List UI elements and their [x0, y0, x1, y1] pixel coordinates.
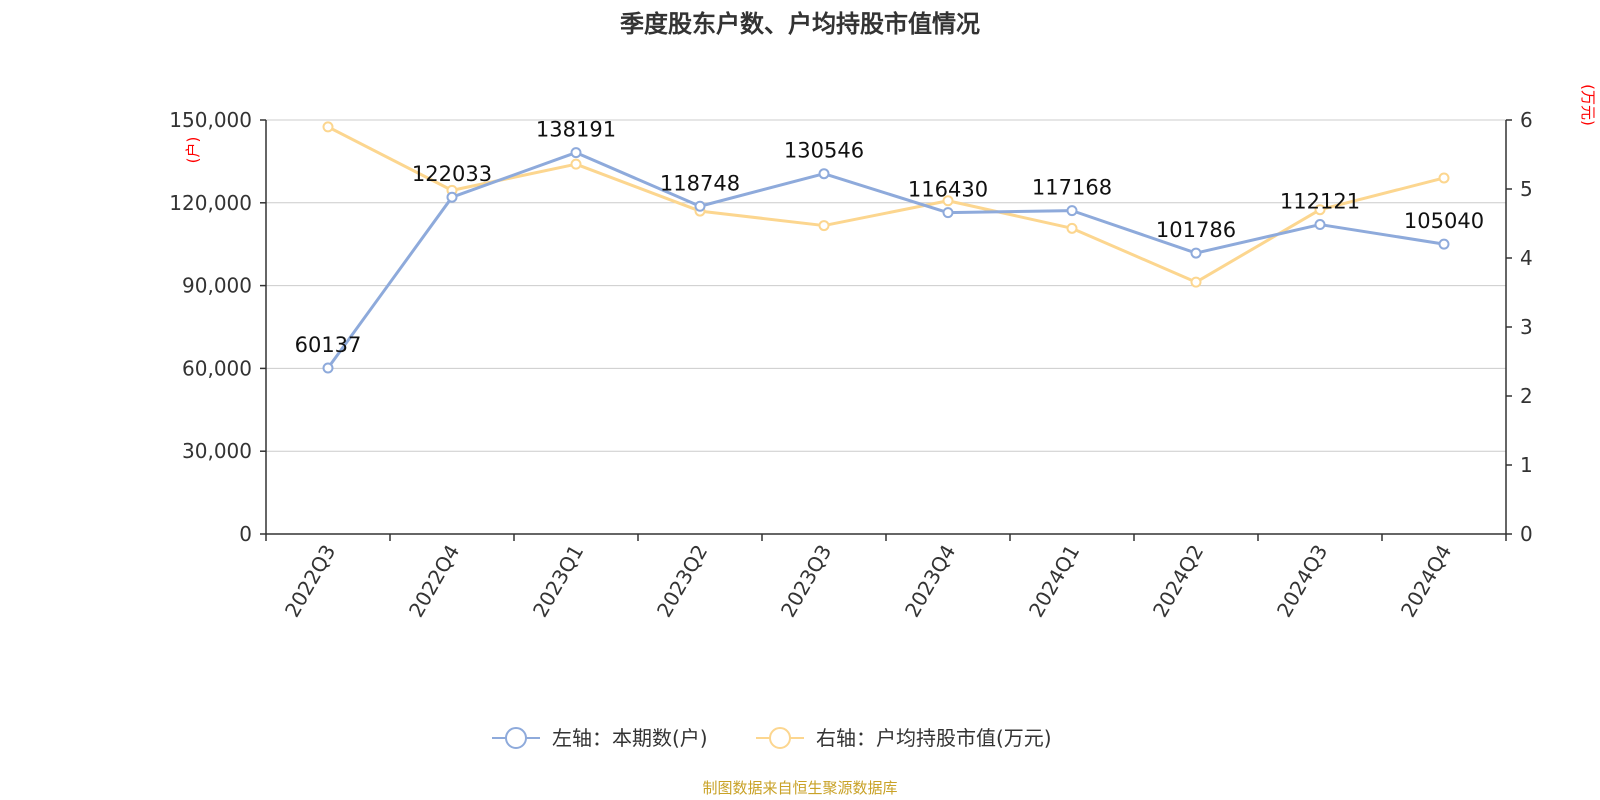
series-left — [322, 147, 1450, 374]
x-tick-label: 2023Q1 — [528, 541, 588, 622]
data-label: 60137 — [295, 333, 362, 357]
data-point — [1190, 276, 1202, 288]
data-point — [322, 121, 334, 133]
data-label: 118748 — [660, 171, 740, 195]
data-point — [942, 207, 954, 219]
x-tick-label: 2024Q1 — [1024, 541, 1084, 622]
data-point — [1438, 238, 1450, 250]
data-point — [570, 158, 582, 170]
source-note: 制图数据来自恒生聚源数据库 — [702, 779, 897, 797]
chart-title: 季度股东户数、户均持股市值情况 — [620, 10, 980, 38]
right-tick-label: 6 — [1520, 108, 1533, 132]
legend-label-1: 右轴：户均持股市值(万元) — [816, 726, 1052, 750]
data-point — [694, 200, 706, 212]
data-point — [1314, 204, 1326, 216]
left-tick-label: 30,000 — [182, 439, 252, 463]
data-point — [818, 168, 830, 180]
right-tick-label: 4 — [1520, 246, 1533, 270]
x-tick-label: 2022Q3 — [280, 541, 340, 622]
left-tick-label: 90,000 — [182, 274, 252, 298]
data-point — [942, 195, 954, 207]
data-label: 122033 — [412, 162, 492, 186]
series-line-1 — [327, 125, 1445, 284]
x-tick-label: 2024Q4 — [1396, 541, 1456, 622]
left-tick-label: 120,000 — [169, 191, 252, 215]
data-label: 101786 — [1156, 218, 1236, 242]
grid-lines — [266, 119, 1506, 452]
data-label: 117168 — [1032, 176, 1112, 200]
data-point — [1190, 247, 1202, 259]
left-tick-label: 150,000 — [169, 108, 252, 132]
right-tick-label: 5 — [1520, 177, 1533, 201]
x-tick-label: 2024Q2 — [1148, 541, 1208, 622]
data-label: 116430 — [908, 178, 988, 202]
right-tick-label: 3 — [1520, 315, 1533, 339]
right-axis-unit: (万元) — [1579, 84, 1597, 126]
right-tick-label: 1 — [1520, 453, 1533, 477]
data-label: 138191 — [536, 118, 616, 142]
legend-marker-0 — [505, 727, 527, 749]
left-axis-unit: (户) — [184, 137, 202, 164]
data-labels: 60137 122033 138191 118748 130546 116430 11716… — [295, 118, 1484, 357]
left-tick-label: 60,000 — [182, 356, 252, 380]
x-tick-label: 2024Q3 — [1272, 541, 1332, 622]
series-line-0 — [326, 151, 1445, 369]
x-axis-ticks: 2022Q3 2022Q4 2023Q1 2023Q2 2023Q3 2023Q4 2024… — [265, 534, 1507, 622]
x-tick-label: 2023Q2 — [652, 541, 712, 622]
data-label: 130546 — [784, 139, 864, 163]
data-point — [446, 191, 458, 203]
data-point — [322, 362, 334, 374]
left-tick-label: 0 — [239, 522, 252, 546]
data-point — [818, 220, 830, 232]
legend-marker-1 — [769, 727, 791, 749]
data-point — [1066, 222, 1078, 234]
left-axis-ticks: 0 30,000 60,000 90,000 120,000 150,000 — [169, 108, 266, 546]
right-tick-label: 2 — [1520, 384, 1533, 408]
x-tick-label: 2023Q3 — [776, 541, 836, 622]
data-point — [1066, 205, 1078, 217]
data-point — [1438, 172, 1450, 184]
data-point — [570, 147, 582, 159]
data-label: 105040 — [1404, 209, 1484, 233]
legend-label-0: 左轴：本期数(户) — [552, 726, 708, 750]
legend[interactable]: 左轴：本期数(户) 右轴：户均持股市值(万元) — [492, 726, 1052, 750]
data-label: 112121 — [1280, 190, 1360, 214]
data-point — [1314, 219, 1326, 231]
x-tick-label: 2023Q4 — [900, 541, 960, 622]
right-axis-ticks: 0 1 2 3 4 5 6 — [1506, 108, 1533, 546]
x-tick-label: 2022Q4 — [404, 541, 464, 622]
right-tick-label: 0 — [1520, 522, 1533, 546]
